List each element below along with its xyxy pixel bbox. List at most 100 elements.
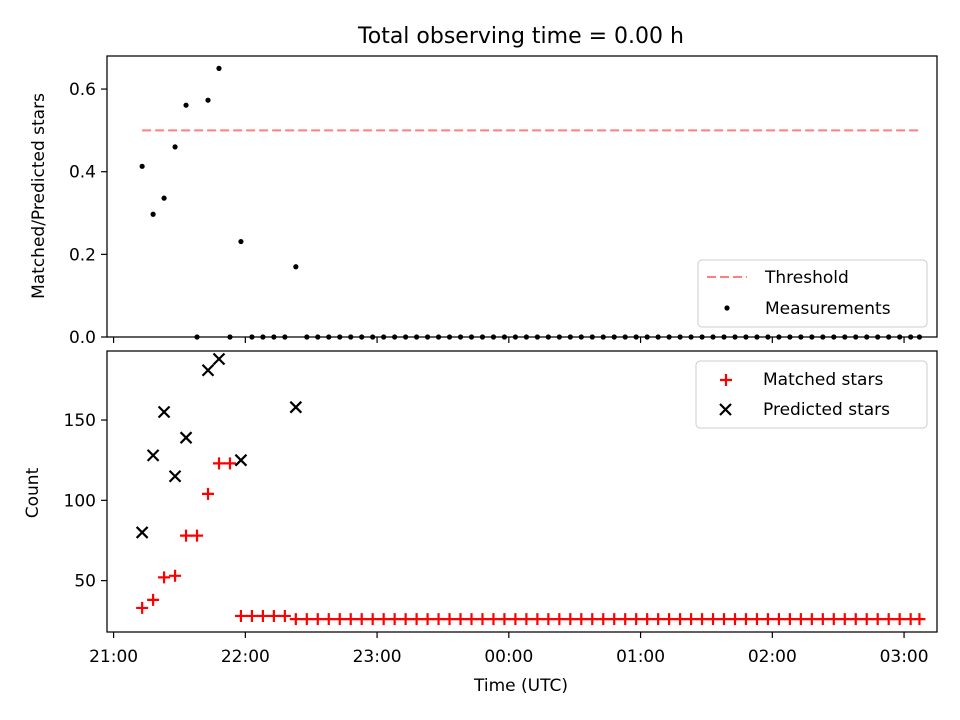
matched-star-point [718,613,731,626]
matched-star-point [794,613,807,626]
ratio-legend: Threshold Measurements [697,259,928,328]
legend-predicted-swatch [719,403,732,416]
matched-star-point [267,609,280,622]
measurement-point [150,211,156,217]
predicted-star-point [146,449,160,462]
matched-star-point [838,613,851,626]
matched-star-point [913,613,926,626]
predicted-star-point [157,405,171,419]
ratio-plot-frame [106,55,938,338]
legend-matched-swatch [720,374,732,386]
matched-star-point [761,613,774,626]
measurement-point [183,102,189,108]
x-tick-label: 03:00 [880,647,929,667]
matched-star-point [849,613,862,626]
count-points [135,352,926,626]
matched-star-point [223,457,236,470]
matched-star-point [344,613,357,626]
matched-star-point [553,613,566,626]
matched-star-point [191,529,204,542]
matched-star-point [399,613,412,626]
count-y-axis-label: Count [23,467,43,518]
measurement-point [293,264,299,270]
matched-star-point [432,613,445,626]
matched-star-point [630,613,643,626]
matched-star-point [465,613,478,626]
legend-predicted-label: Predicted stars [763,400,890,420]
matched-star-point [377,613,390,626]
count-y-tick-label: 150 [64,411,96,431]
matched-star-point [696,613,709,626]
predicted-star-point [201,363,215,377]
matched-star-point [597,613,610,626]
matched-star-point [641,613,654,626]
matched-star-point [421,613,434,626]
count-legend-box [695,360,928,429]
matched-star-point [816,613,829,626]
matched-star-point [805,613,818,626]
matched-star-point [487,613,500,626]
legend-measurements-label: Measurements [765,299,891,319]
predicted-star-point [179,431,193,444]
predicted-star-point [212,352,226,366]
count-panel: 21:00 22:00 23:00 00:00 01:00 02:00 03:00 50 100… [23,350,938,696]
count-y-tick-label: 100 [64,491,96,511]
matched-star-point [256,609,269,622]
matched-star-point [158,571,171,584]
matched-star-point [366,613,379,626]
matched-star-point [454,613,467,626]
matched-star-point [893,613,906,626]
matched-star-point [586,613,599,626]
matched-star-point [663,613,676,626]
matched-star-point [476,613,489,626]
figure-title: Total observing time = 0.00 h [357,24,684,49]
count-y-tick-label: 50 [74,572,96,592]
matched-star-point [443,613,456,626]
ratio-y-tick-label: 0.4 [69,163,96,183]
matched-star-point [410,613,423,626]
matched-star-point [882,613,895,626]
matched-star-point [136,601,149,614]
x-tick-label: 01:00 [616,647,665,667]
matched-star-point [202,487,215,500]
measurement-point [161,195,167,201]
matched-star-point [234,609,247,622]
measurement-point [139,163,145,169]
measurement-point [216,65,222,71]
matched-star-point [707,613,720,626]
matched-star-point [575,613,588,626]
matched-star-point [245,609,258,622]
predicted-star-point [168,469,182,483]
ratio-y-axis-label: Matched/Predicted stars [29,93,49,299]
matched-star-point [652,613,665,626]
ratio-legend-box [697,259,928,328]
matched-star-point [685,613,698,626]
count-axis-ticks: 21:00 22:00 23:00 00:00 01:00 02:00 03:00 50 100… [64,411,929,667]
x-tick-label: 21:00 [89,647,138,667]
matched-star-point [180,529,193,542]
matched-star-point [750,613,763,626]
matched-star-point [322,613,335,626]
matched-star-point [531,613,544,626]
matched-star-point [783,613,796,626]
matched-star-point [509,613,522,626]
matched-star-point [619,613,632,626]
matched-star-point [542,613,555,626]
matched-star-point [289,613,302,626]
ratio-axis-ticks: 0.0 0.2 0.4 0.6 [69,80,905,348]
matched-star-point [608,613,621,626]
x-tick-label: 22:00 [221,647,270,667]
predicted-star-point [289,400,303,414]
count-plot-frame [106,350,938,633]
matched-star-point [169,569,182,582]
ratio-y-tick-label: 0.0 [69,328,96,348]
matched-star-point [827,613,840,626]
measurement-point [238,238,244,245]
legend-threshold-label: Threshold [764,268,849,288]
matched-star-point [728,613,741,626]
matched-star-point [333,613,346,626]
measurement-point [172,144,178,150]
matched-star-point [772,613,785,626]
count-legend: Matched stars Predicted stars [695,360,928,429]
